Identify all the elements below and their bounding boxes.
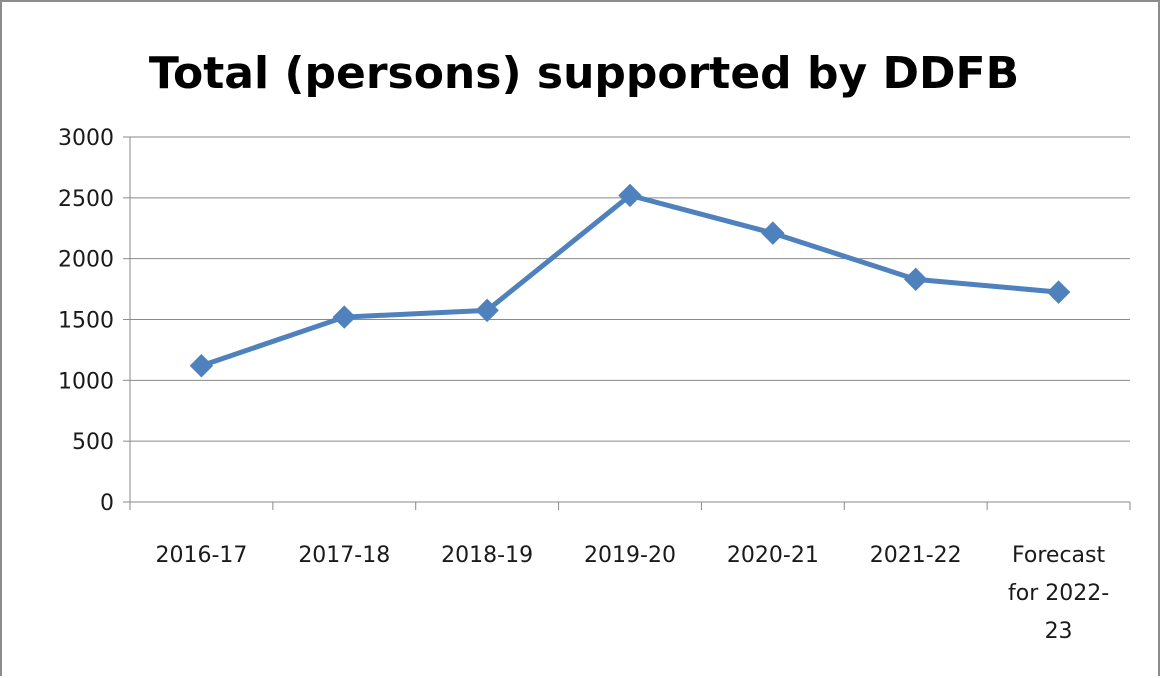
x-tick-label: 2018-19	[441, 543, 533, 568]
x-tick-labels: 2016-17 2017-18 2018-19 2019-20 2020-21 2021-…	[155, 543, 1109, 644]
data-point-marker	[904, 267, 928, 292]
y-tick-label: 1000	[58, 369, 114, 394]
chart-title: Total (persons) supported by DDFB	[149, 48, 1019, 99]
data-point-marker	[189, 354, 214, 378]
y-tick-label: 3000	[58, 126, 114, 151]
x-tick-label: 2016-17	[155, 543, 247, 568]
y-tick-label: 0	[100, 491, 114, 516]
x-tick-label: 2020-21	[727, 543, 819, 568]
y-tick-label: 2000	[58, 248, 114, 273]
data-point-marker	[618, 183, 642, 208]
y-tick-label: 500	[72, 430, 114, 455]
gridlines	[130, 136, 1130, 442]
series-line	[198, 192, 1062, 369]
x-tick-label: 2019-20	[584, 543, 676, 568]
y-tick-label: 2500	[58, 187, 114, 212]
data-point-marker	[332, 305, 356, 329]
x-tick-label: Forecast for 2022-23	[1008, 543, 1109, 644]
y-tick-label: 1500	[58, 309, 114, 334]
data-point-marker	[1046, 280, 1071, 304]
x-tick-label: 2021-22	[870, 543, 962, 568]
series-layer	[189, 183, 1071, 378]
y-tick-labels: 0 500 1000 1500 2000 2500 3000	[58, 126, 114, 516]
data-point-marker	[761, 221, 785, 245]
data-point-marker	[475, 298, 499, 323]
axes	[123, 136, 1131, 510]
x-tick-label: 2017-18	[298, 543, 390, 568]
